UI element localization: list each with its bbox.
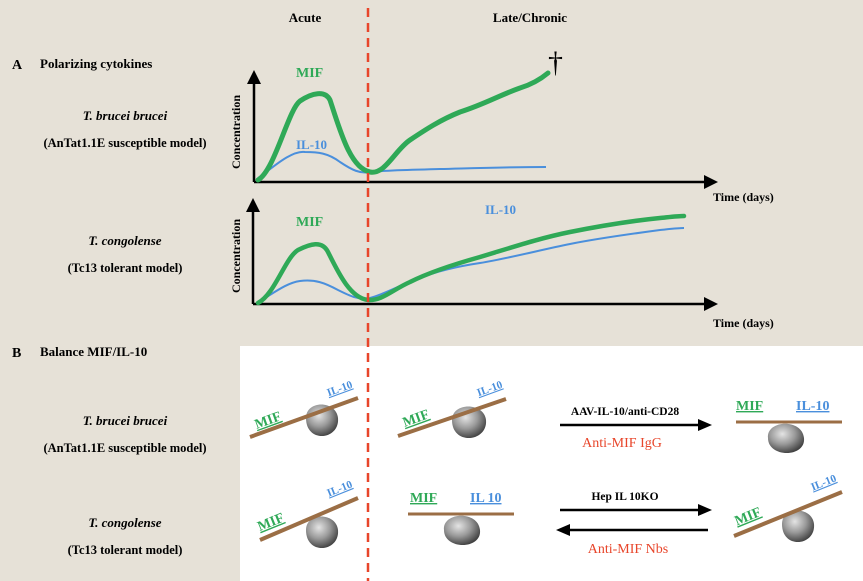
balance-fulcrum-rock <box>767 423 805 453</box>
panel-b-background <box>240 346 863 581</box>
balance-fulcrum-rock <box>782 510 815 543</box>
balance-row1-outcome: MIF IL-10 <box>736 399 842 453</box>
chart-1-y-label: Concentration <box>229 95 243 169</box>
chart-2-x-axis-arrowhead <box>704 297 718 311</box>
arrow-row1-head <box>698 419 712 431</box>
chart-1-mif-curve <box>255 70 551 183</box>
balance-row2-chronic: MIF IL 10 <box>408 491 514 545</box>
arrow-row2-bottom-label: Anti-MIF Nbs <box>588 542 669 557</box>
chart-1: Concentration Time (days) MIF IL-10 † <box>229 46 774 204</box>
balance-row2-acute: MIF IL-10 <box>256 478 359 549</box>
panel-a-title: Polarizing cytokines <box>40 56 152 71</box>
chart-1-mif-label: MIF <box>296 66 323 81</box>
balance-il10-label: IL 10 <box>470 491 502 506</box>
panel-a-letter: A <box>12 58 23 73</box>
panel-b-row1-species: T. brucei brucei <box>83 413 168 428</box>
phase-acute-label: Acute <box>289 10 322 25</box>
chart-1-y-axis-arrowhead <box>247 70 261 84</box>
chart-2-il10-curve <box>257 227 685 303</box>
chart-2-x-label: Time (days) <box>713 316 774 330</box>
panel-b-row1-model: (AnTat1.1E susceptible model) <box>43 441 206 455</box>
balance-beam <box>249 396 359 439</box>
chart-1-il10-label: IL-10 <box>296 137 327 152</box>
panel-a-row1-species: T. brucei brucei <box>83 108 168 123</box>
balance-mif-label: MIF <box>410 491 437 506</box>
arrow-row2-forward-head <box>698 504 712 516</box>
balance-mif-label: MIF <box>736 399 763 414</box>
phase-chronic-label: Late/Chronic <box>493 10 567 25</box>
panel-b-title: Balance MIF/IL-10 <box>40 344 147 359</box>
panel-a-row2-model: (Tc13 tolerant model) <box>68 261 183 275</box>
chart-1-x-axis-arrowhead <box>704 175 718 189</box>
panel-a-row1-model: (AnTat1.1E susceptible model) <box>43 136 206 150</box>
balance-row1-chronic: MIF IL-10 <box>397 379 507 439</box>
panel-a-row2-species: T. congolense <box>88 233 161 248</box>
chart-2-y-label: Concentration <box>229 219 243 293</box>
chart-2-mif-curve <box>255 213 687 306</box>
chart-1-x-label: Time (days) <box>713 190 774 204</box>
chart-2-mif-label: MIF <box>296 215 323 230</box>
chart-2-y-axis-arrowhead <box>246 198 260 212</box>
chart-1-il10-curve <box>257 150 547 179</box>
arrow-row1: AAV-IL-10/anti-CD28 Anti-MIF IgG <box>560 406 712 451</box>
balance-fulcrum-rock <box>443 515 481 545</box>
balance-beam <box>397 397 507 438</box>
balance-beam <box>259 496 359 542</box>
chart-2: Concentration Time (days) MIF IL-10 <box>229 198 774 330</box>
balance-il10-label: IL-10 <box>796 399 829 414</box>
arrow-row1-top-label: AAV-IL-10/anti-CD28 <box>571 406 679 418</box>
arrow-row2: Hep IL 10KO Anti-MIF Nbs <box>556 491 712 557</box>
arrow-row1-bottom-label: Anti-MIF IgG <box>582 436 662 451</box>
panel-b-row2-species: T. congolense <box>88 515 161 530</box>
death-marker: † <box>548 46 563 79</box>
arrow-row2-top-label: Hep IL 10KO <box>591 491 658 503</box>
balance-fulcrum-rock <box>306 516 339 549</box>
panel-b-row2-model: (Tc13 tolerant model) <box>68 543 183 557</box>
chart-2-il10-label: IL-10 <box>485 202 516 217</box>
panel-b-letter: B <box>12 346 21 361</box>
balance-beam <box>733 490 843 538</box>
arrow-row2-back-head <box>556 524 570 536</box>
